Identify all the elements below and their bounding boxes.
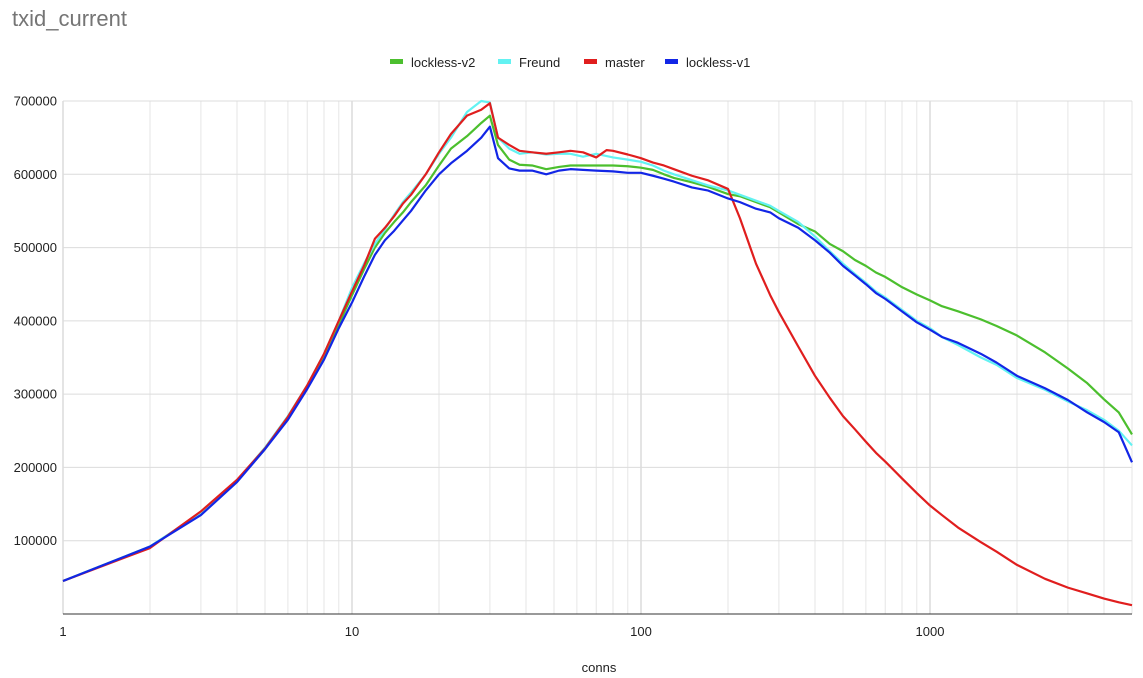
y-tick-label: 700000	[14, 94, 57, 109]
gridlines	[62, 100, 1133, 614]
legend-swatch	[584, 59, 597, 64]
legend-swatch	[390, 59, 403, 64]
legend-swatch	[498, 59, 511, 64]
series-line-lockless-v1	[62, 125, 1134, 583]
legend-label: master	[605, 55, 645, 70]
chart-title: txid_current	[12, 6, 127, 31]
x-tick-label: 10	[345, 624, 359, 639]
y-tick-label: 600000	[14, 167, 57, 182]
x-tick-label: 100	[630, 624, 652, 639]
x-axis-title: conns	[582, 660, 617, 675]
x-tick-label: 1	[59, 624, 66, 639]
series-line-master	[62, 102, 1133, 607]
y-tick-label: 300000	[14, 387, 57, 402]
series-line-lockless-v2	[62, 114, 1133, 583]
y-tick-label: 100000	[14, 533, 57, 548]
series-lines	[62, 99, 1134, 607]
legend-swatch	[665, 59, 678, 64]
legend-label: lockless-v1	[686, 55, 750, 70]
y-tick-label: 500000	[14, 240, 57, 255]
legend-label: lockless-v2	[411, 55, 475, 70]
axes: 1 10 100 1000 100000 200000 300000 400000 500000…	[14, 94, 1132, 639]
y-tick-label: 400000	[14, 313, 57, 328]
series-line-freund	[62, 99, 1133, 583]
legend-label: Freund	[519, 55, 560, 70]
legend: lockless-v2 Freund master lockless-v1	[390, 55, 750, 70]
y-tick-label: 200000	[14, 460, 57, 475]
x-tick-label: 1000	[916, 624, 945, 639]
